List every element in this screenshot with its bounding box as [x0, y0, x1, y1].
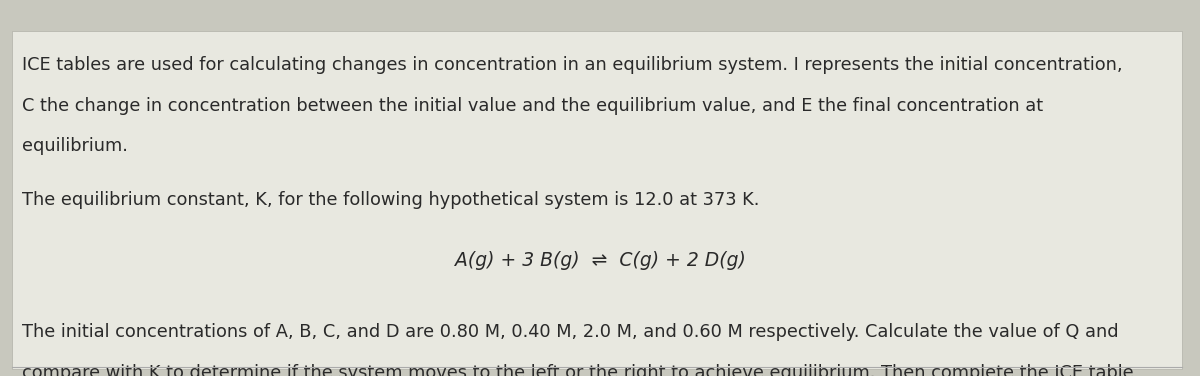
FancyBboxPatch shape [12, 32, 1182, 369]
Text: equilibrium.: equilibrium. [22, 137, 127, 155]
Text: The initial concentrations of A, B, C, and D are 0.80 M, 0.40 M, 2.0 M, and 0.60: The initial concentrations of A, B, C, a… [22, 323, 1118, 341]
Text: C the change in concentration between the initial value and the equilibrium valu: C the change in concentration between th… [22, 97, 1043, 115]
Text: A(g) + 3 B(g)  ⇌  C(g) + 2 D(g): A(g) + 3 B(g) ⇌ C(g) + 2 D(g) [455, 251, 745, 270]
Text: compare with K to determine if the system moves to the left or the right to achi: compare with K to determine if the syste… [22, 364, 1133, 376]
Text: The equilibrium constant, K, for the following hypothetical system is 12.0 at 37: The equilibrium constant, K, for the fol… [22, 191, 758, 209]
Text: ICE tables are used for calculating changes in concentration in an equilibrium s: ICE tables are used for calculating chan… [22, 56, 1122, 74]
